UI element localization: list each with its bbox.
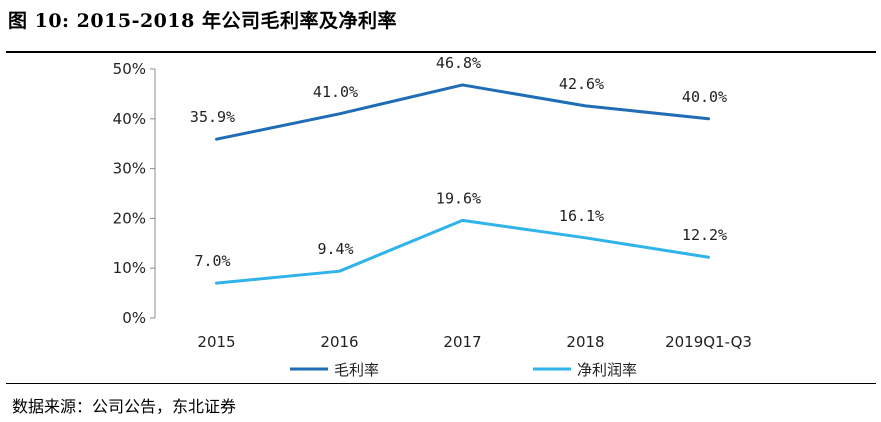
x-tick-label: 2017 bbox=[443, 333, 481, 351]
data-label: 7.0% bbox=[194, 252, 230, 270]
legend-label: 毛利率 bbox=[334, 361, 379, 379]
legend: 毛利率 净利润率 bbox=[290, 361, 637, 379]
series-line-2 bbox=[215, 218, 710, 285]
data-label: 19.6% bbox=[436, 189, 481, 207]
chart-title: 图 10: 2015-2018 年公司毛利率及净利率 bbox=[8, 10, 397, 32]
data-label: 9.4% bbox=[317, 240, 353, 258]
y-tick-label: 0% bbox=[122, 309, 146, 327]
data-label: 40.0% bbox=[682, 88, 727, 106]
data-label: 16.1% bbox=[559, 207, 604, 225]
x-tick-label: 2016 bbox=[320, 333, 358, 351]
x-axis: 2015 2016 2017 2018 2019Q1-Q3 bbox=[197, 333, 752, 351]
data-label: 12.2% bbox=[682, 226, 727, 244]
series-line-1 bbox=[215, 83, 710, 141]
title-rule bbox=[6, 51, 876, 53]
legend-label: 净利润率 bbox=[577, 361, 637, 379]
y-tick-label: 50% bbox=[113, 60, 146, 78]
x-tick-label: 2015 bbox=[197, 333, 235, 351]
data-label: 46.8% bbox=[436, 54, 481, 72]
y-tick-label: 20% bbox=[113, 209, 146, 227]
line-chart: 0% 10% 20% 30% 40% 50% 2015 2016 2017 2018 2019Q1… bbox=[113, 54, 752, 379]
y-tick-label: 10% bbox=[113, 259, 146, 277]
source-rule bbox=[6, 383, 876, 384]
y-tick-label: 30% bbox=[113, 160, 146, 178]
data-label: 42.6% bbox=[559, 75, 604, 93]
data-label: 41.0% bbox=[313, 83, 358, 101]
plot-area: 35.9% 41.0% 46.8% 42.6% 40.0% 7.0% 9.4% 19.6% 16… bbox=[190, 54, 727, 285]
x-tick-label: 2018 bbox=[566, 333, 604, 351]
x-tick-label: 2019Q1-Q3 bbox=[665, 333, 752, 351]
y-tick-label: 40% bbox=[113, 110, 146, 128]
data-label: 35.9% bbox=[190, 108, 235, 126]
y-axis: 0% 10% 20% 30% 40% 50% bbox=[113, 60, 156, 327]
source-note: 数据来源：公司公告，东北证券 bbox=[12, 397, 237, 416]
